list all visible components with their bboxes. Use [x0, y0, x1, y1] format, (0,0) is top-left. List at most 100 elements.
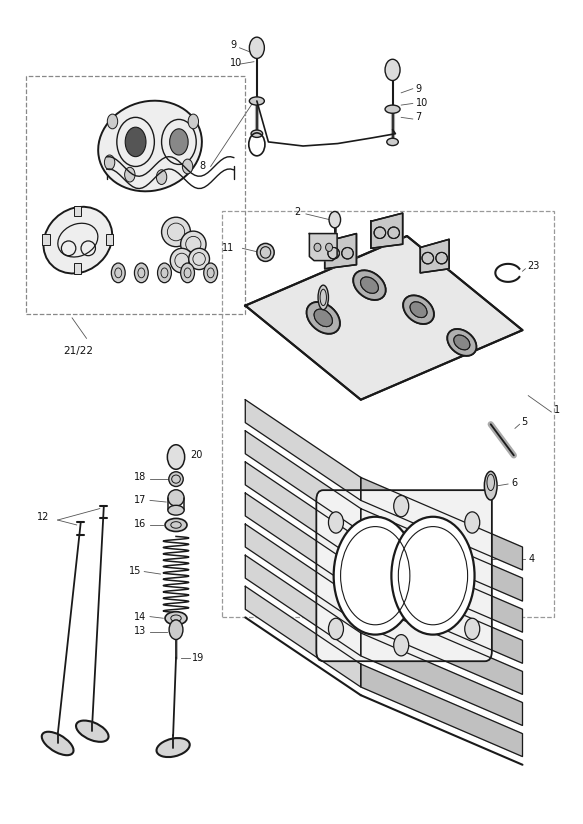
Ellipse shape — [385, 105, 400, 113]
Circle shape — [107, 114, 118, 129]
Ellipse shape — [168, 505, 184, 515]
Text: 18: 18 — [135, 472, 147, 483]
Circle shape — [125, 127, 146, 157]
Ellipse shape — [181, 231, 206, 257]
Polygon shape — [361, 633, 522, 725]
Ellipse shape — [169, 472, 183, 486]
Ellipse shape — [251, 130, 262, 138]
Text: 21/22: 21/22 — [64, 345, 93, 356]
Polygon shape — [325, 233, 356, 269]
Polygon shape — [361, 477, 522, 570]
Ellipse shape — [42, 732, 73, 755]
Text: 15: 15 — [129, 566, 141, 576]
Ellipse shape — [403, 296, 434, 324]
Ellipse shape — [403, 296, 434, 324]
Polygon shape — [361, 571, 522, 663]
Circle shape — [169, 620, 183, 639]
Text: 7: 7 — [416, 112, 422, 122]
Ellipse shape — [165, 611, 187, 625]
Ellipse shape — [314, 309, 332, 326]
Ellipse shape — [170, 248, 194, 273]
Text: 10: 10 — [416, 97, 428, 108]
Circle shape — [329, 212, 340, 228]
Ellipse shape — [250, 97, 264, 105]
Ellipse shape — [447, 329, 476, 356]
Circle shape — [391, 517, 475, 634]
Ellipse shape — [76, 720, 108, 742]
Ellipse shape — [454, 335, 470, 350]
Polygon shape — [245, 555, 361, 656]
Circle shape — [328, 512, 343, 533]
Ellipse shape — [98, 101, 202, 191]
FancyBboxPatch shape — [317, 490, 492, 661]
Circle shape — [465, 618, 480, 639]
Polygon shape — [361, 508, 522, 601]
Bar — [74, 263, 81, 274]
Circle shape — [135, 263, 148, 283]
Polygon shape — [245, 431, 361, 531]
Polygon shape — [420, 239, 449, 273]
Polygon shape — [361, 664, 522, 756]
Ellipse shape — [44, 207, 112, 274]
Text: 17: 17 — [135, 494, 147, 504]
Circle shape — [156, 170, 167, 185]
Text: 6: 6 — [511, 478, 517, 488]
Polygon shape — [361, 540, 522, 632]
Ellipse shape — [360, 277, 378, 293]
Circle shape — [333, 517, 417, 634]
Circle shape — [394, 634, 409, 656]
Bar — [42, 234, 50, 245]
Circle shape — [167, 445, 185, 470]
Ellipse shape — [410, 302, 427, 317]
Text: 10: 10 — [230, 58, 242, 68]
Text: 8: 8 — [199, 162, 205, 171]
Text: 20: 20 — [191, 450, 203, 460]
Text: 9: 9 — [416, 84, 422, 94]
Polygon shape — [245, 236, 522, 400]
Circle shape — [157, 263, 171, 283]
Text: 19: 19 — [192, 653, 205, 662]
Text: 3: 3 — [294, 286, 300, 296]
Polygon shape — [325, 233, 356, 269]
Text: 14: 14 — [135, 611, 147, 621]
Text: 12: 12 — [37, 512, 50, 522]
Polygon shape — [420, 239, 449, 273]
Polygon shape — [310, 233, 337, 260]
Circle shape — [181, 263, 195, 283]
Text: 23: 23 — [527, 261, 539, 271]
Ellipse shape — [353, 270, 385, 300]
Polygon shape — [361, 602, 522, 695]
Circle shape — [385, 59, 400, 81]
Circle shape — [394, 495, 409, 517]
Ellipse shape — [454, 335, 470, 350]
Circle shape — [250, 37, 264, 59]
Ellipse shape — [447, 329, 476, 356]
Circle shape — [125, 167, 135, 182]
Circle shape — [188, 114, 199, 129]
Text: 9: 9 — [231, 40, 237, 50]
Ellipse shape — [360, 277, 378, 293]
Ellipse shape — [307, 302, 340, 334]
Text: 4: 4 — [528, 555, 535, 564]
Circle shape — [328, 618, 343, 639]
Circle shape — [203, 263, 217, 283]
Circle shape — [111, 263, 125, 283]
Ellipse shape — [156, 738, 189, 757]
Ellipse shape — [165, 518, 187, 531]
Text: 16: 16 — [135, 519, 147, 529]
Polygon shape — [245, 462, 361, 563]
Polygon shape — [245, 400, 361, 500]
Polygon shape — [245, 236, 522, 400]
Ellipse shape — [353, 270, 385, 300]
Ellipse shape — [168, 489, 184, 506]
Polygon shape — [245, 493, 361, 594]
Bar — [222, 212, 554, 616]
Ellipse shape — [325, 243, 332, 251]
Ellipse shape — [484, 471, 497, 500]
Bar — [74, 206, 81, 217]
Text: 5: 5 — [521, 417, 528, 427]
Bar — [106, 234, 113, 245]
Polygon shape — [245, 524, 361, 625]
Ellipse shape — [314, 309, 332, 326]
Ellipse shape — [189, 248, 209, 269]
